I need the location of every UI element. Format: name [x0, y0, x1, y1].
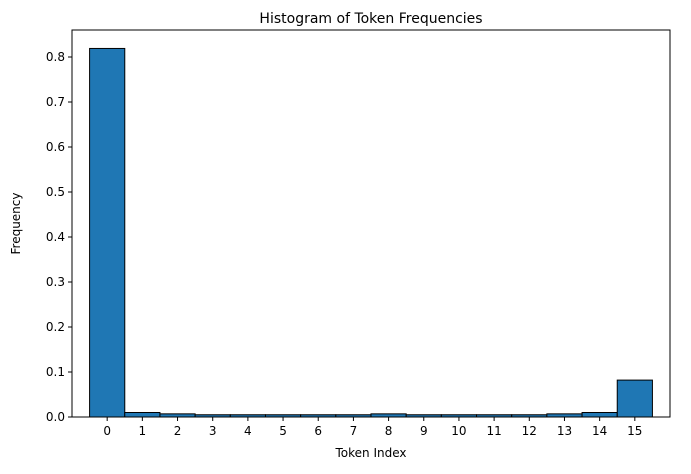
x-tick-label: 2: [174, 424, 182, 438]
x-axis: 0 1 2 3 4 5 6 7 8 9 10 11 12 13 14 15: [103, 417, 642, 438]
y-tick-label: 0.7: [46, 95, 65, 109]
x-tick-label: 13: [557, 424, 572, 438]
y-axis: 0.0 0.1 0.2 0.3 0.4 0.5 0.6 0.7 0.8: [46, 50, 72, 424]
plot-frame: [71, 29, 671, 418]
x-tick-label: 0: [103, 424, 111, 438]
y-tick-label: 0.2: [46, 320, 65, 334]
y-tick-label: 0.3: [46, 275, 65, 289]
bars-layer: [89, 47, 653, 418]
bar-token-0: [89, 47, 126, 418]
chart-title: Histogram of Token Frequencies: [259, 11, 482, 27]
x-tick-label: 8: [385, 424, 393, 438]
x-tick-label: 6: [314, 424, 322, 438]
x-tick-label: 14: [592, 424, 607, 438]
x-axis-label: Token Index: [335, 446, 407, 460]
y-tick-label: 0.0: [46, 410, 65, 424]
x-tick-label: 10: [451, 424, 466, 438]
x-tick-label: 11: [486, 424, 501, 438]
y-tick-label: 0.6: [46, 140, 65, 154]
y-tick-label: 0.4: [46, 230, 65, 244]
y-axis-label: Frequency: [9, 193, 23, 255]
x-tick-label: 15: [627, 424, 642, 438]
x-tick-label: 1: [139, 424, 147, 438]
y-tick-label: 0.5: [46, 185, 65, 199]
x-tick-label: 9: [420, 424, 428, 438]
x-tick-label: 7: [350, 424, 358, 438]
y-tick-label: 0.8: [46, 50, 65, 64]
bar-token-1: [124, 412, 161, 418]
y-tick-label: 0.1: [46, 365, 65, 379]
x-tick-label: 3: [209, 424, 217, 438]
x-tick-label: 5: [279, 424, 287, 438]
x-tick-label: 4: [244, 424, 252, 438]
x-tick-label: 12: [522, 424, 537, 438]
bar-token-15: [616, 379, 653, 418]
bar-token-14: [581, 412, 618, 418]
